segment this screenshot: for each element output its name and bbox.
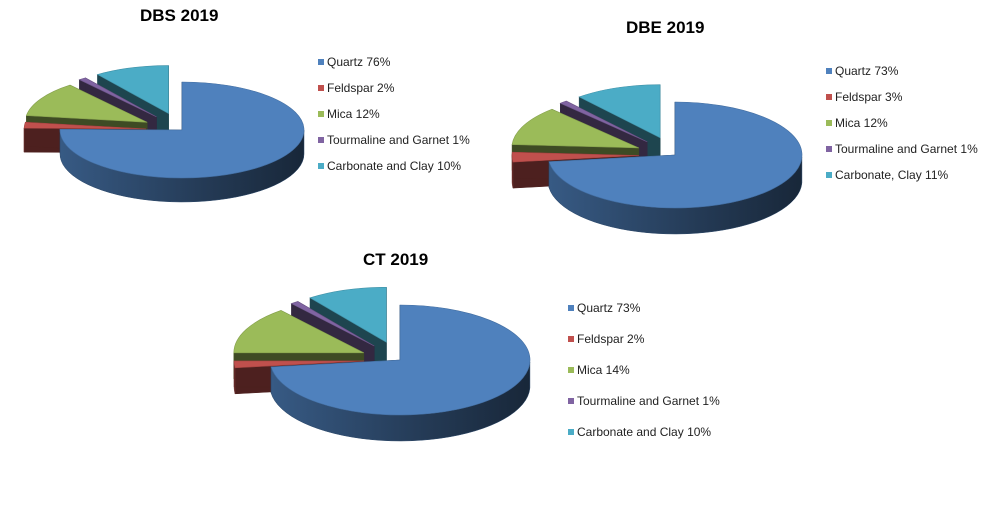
legend-item-carbonate: Carbonate and Clay 10% — [318, 159, 461, 173]
pie-slice-quartz — [59, 81, 305, 203]
legend-label: Tourmaline and Garnet 1% — [577, 394, 720, 408]
legend-swatch-tourmaline — [826, 145, 832, 152]
legend-item-carbonate: Carbonate and Clay 10% — [568, 425, 711, 439]
legend-label: Mica 12% — [327, 107, 380, 121]
legend-label: Mica 12% — [835, 116, 888, 130]
legend-label: Feldspar 2% — [577, 332, 645, 346]
legend-swatch-tourmaline — [568, 397, 574, 404]
legend-label: Feldspar 3% — [835, 90, 903, 104]
pie-slice-quartz — [548, 101, 803, 235]
chart-title-ct: CT 2019 — [363, 250, 429, 269]
legend-swatch-tourmaline — [318, 136, 324, 143]
legend-item-feldspar: Feldspar 3% — [826, 90, 902, 104]
legend-item-feldspar: Feldspar 2% — [318, 81, 394, 95]
legend-item-feldspar: Feldspar 2% — [568, 332, 644, 346]
pie-slice-quartz — [270, 304, 531, 442]
legend-item-quartz: Quartz 73% — [826, 64, 898, 78]
chart-title-dbs: DBS 2019 — [140, 6, 219, 25]
legend-item-mica: Mica 12% — [826, 116, 888, 130]
pie-chart-ct — [233, 286, 531, 442]
pie-chart-dbe — [511, 84, 803, 235]
legend-swatch-carbonate — [318, 162, 324, 169]
legend-item-quartz: Quartz 76% — [318, 55, 390, 69]
legend-label: Feldspar 2% — [327, 81, 395, 95]
legend-label: Quartz 73% — [835, 64, 899, 78]
legend-swatch-mica — [318, 110, 324, 117]
legend-label: Tourmaline and Garnet 1% — [835, 142, 978, 156]
pie-chart-dbs — [23, 65, 305, 203]
legend-swatch-quartz — [826, 67, 832, 74]
legend-swatch-carbonate — [568, 428, 574, 435]
legend-item-mica: Mica 14% — [568, 363, 630, 377]
legend-item-tourmaline: Tourmaline and Garnet 1% — [826, 142, 978, 156]
legend-item-carbonate: Carbonate, Clay 11% — [826, 168, 948, 182]
legend-label: Carbonate, Clay 11% — [835, 168, 949, 182]
legend-item-quartz: Quartz 73% — [568, 301, 640, 315]
legend-item-mica: Mica 12% — [318, 107, 380, 121]
legend-label: Carbonate and Clay 10% — [577, 425, 712, 439]
legend-swatch-feldspar — [826, 93, 832, 100]
legend-swatch-mica — [826, 119, 832, 126]
legend-label: Carbonate and Clay 10% — [327, 159, 462, 173]
legend-swatch-feldspar — [568, 335, 574, 342]
legend-swatch-feldspar — [318, 84, 324, 91]
legend-label: Mica 14% — [577, 363, 630, 377]
legend-label: Quartz 73% — [577, 301, 641, 315]
legend-swatch-carbonate — [826, 171, 832, 178]
legend-swatch-quartz — [568, 304, 574, 311]
legend-swatch-quartz — [318, 58, 324, 65]
legend-item-tourmaline: Tourmaline and Garnet 1% — [568, 394, 720, 408]
legend-label: Quartz 76% — [327, 55, 391, 69]
legend-swatch-mica — [568, 366, 574, 373]
chart-title-dbe: DBE 2019 — [626, 18, 705, 37]
legend-item-tourmaline: Tourmaline and Garnet 1% — [318, 133, 470, 147]
legend-label: Tourmaline and Garnet 1% — [327, 133, 470, 147]
